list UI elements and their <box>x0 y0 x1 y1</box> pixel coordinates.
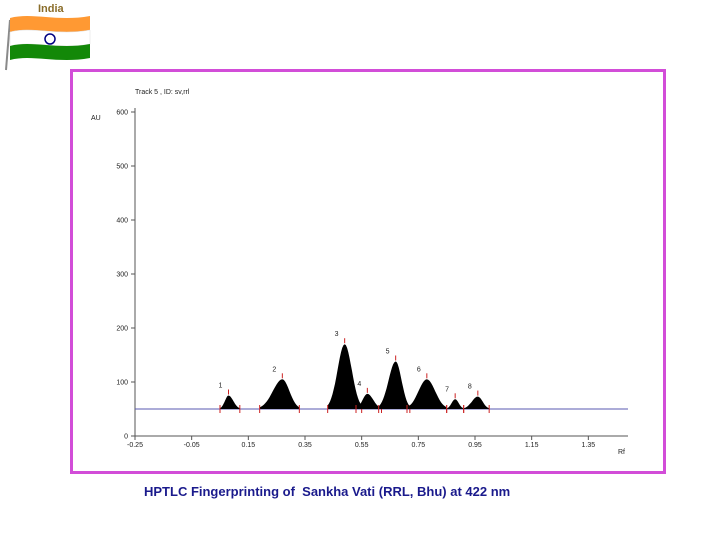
x-tick-label: 0.35 <box>298 442 312 449</box>
peak-area-4 <box>356 393 382 409</box>
peak-label: 6 <box>417 366 421 373</box>
peak-label: 8 <box>468 384 472 391</box>
ticks-group: 0 100 200 300 400 500 600 -0.25 -0.05 0.15 0.35 0.5… <box>116 110 595 450</box>
x-tick-label: 0.15 <box>242 442 256 449</box>
peak-area-6 <box>407 379 447 409</box>
x-tick-label: 0.75 <box>412 442 426 449</box>
ashoka-chakra-icon <box>44 33 56 45</box>
y-tick-label: 300 <box>116 272 128 279</box>
y-tick-label: 600 <box>116 110 128 117</box>
flag-icon <box>5 16 91 71</box>
axes-group <box>134 108 628 437</box>
peak-label: 4 <box>357 381 361 388</box>
peak-area-3 <box>327 344 362 409</box>
plot-group: 1 2 3 4 5 6 7 8 <box>135 331 628 413</box>
chart-frame: Track 5 , ID: sv,rrl AU Rf 0 100 200 300 400… <box>70 69 666 474</box>
x-tick-label: 1.15 <box>525 442 539 449</box>
x-tick-label: 0.95 <box>468 442 482 449</box>
x-tick-label: 0.55 <box>355 442 369 449</box>
peak-label: 1 <box>219 383 223 390</box>
peak-label: 2 <box>272 366 276 373</box>
peak-area-8 <box>463 396 490 409</box>
y-tick-label: 500 <box>116 164 128 171</box>
flag-saffron-band <box>10 16 90 32</box>
x-tick-label: 1.35 <box>582 442 596 449</box>
india-flag-logo: India <box>2 0 98 72</box>
chart-title: Track 5 , ID: sv,rrl <box>135 89 190 96</box>
x-tick-label: -0.25 <box>127 442 143 449</box>
flag-label: India <box>38 3 64 15</box>
y-tick-label: 400 <box>116 218 128 225</box>
y-tick-label: 0 <box>124 434 128 441</box>
peak-label: 5 <box>386 348 390 355</box>
densitogram-chart: Track 5 , ID: sv,rrl AU Rf 0 100 200 300 400… <box>91 89 628 456</box>
y-tick-label: 200 <box>116 326 128 333</box>
flag-green-band <box>10 44 90 60</box>
figure-caption: HPTLC Fingerprinting of Sankha Vati (RRL… <box>144 484 511 499</box>
peak-label: 3 <box>335 331 339 338</box>
y-axis-label: AU <box>91 115 101 122</box>
peak-label: 7 <box>445 386 449 393</box>
peak-area-7 <box>446 399 464 409</box>
y-tick-label: 100 <box>116 380 128 387</box>
peak-area-5 <box>378 361 410 409</box>
peak-area-1 <box>220 395 240 409</box>
x-tick-label: -0.05 <box>184 442 200 449</box>
x-axis-label: Rf <box>618 449 625 456</box>
peak-area-2 <box>259 379 300 409</box>
